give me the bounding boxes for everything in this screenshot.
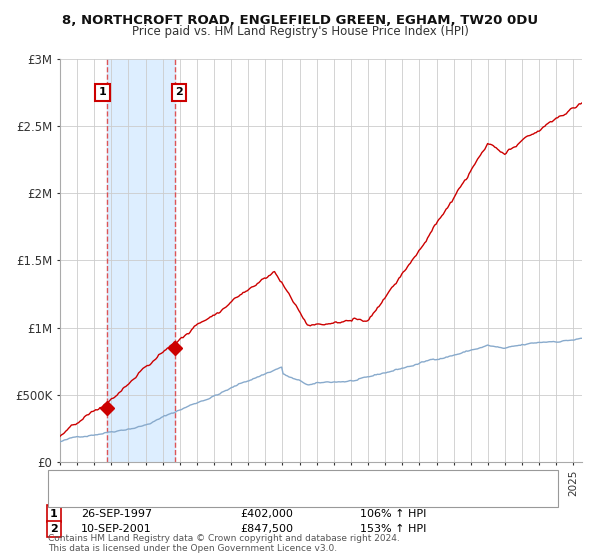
Text: 2: 2	[175, 87, 183, 97]
Text: 10-SEP-2001: 10-SEP-2001	[81, 524, 152, 534]
Text: £402,000: £402,000	[240, 508, 293, 519]
Bar	[107, 59, 175, 462]
Text: 8, NORTHCROFT ROAD, ENGLEFIELD GREEN, EGHAM, TW20 0DU (detached house): 8, NORTHCROFT ROAD, ENGLEFIELD GREEN, EG…	[87, 475, 516, 485]
Text: 1: 1	[50, 508, 58, 519]
Text: £847,500: £847,500	[240, 524, 293, 534]
Text: 26-SEP-1997: 26-SEP-1997	[81, 508, 152, 519]
Text: 8, NORTHCROFT ROAD, ENGLEFIELD GREEN, EGHAM, TW20 0DU: 8, NORTHCROFT ROAD, ENGLEFIELD GREEN, EG…	[62, 14, 538, 27]
Text: Contains HM Land Registry data © Crown copyright and database right 2024.
This d: Contains HM Land Registry data © Crown c…	[48, 534, 400, 553]
Text: 153% ↑ HPI: 153% ↑ HPI	[360, 524, 427, 534]
Text: 1: 1	[99, 87, 106, 97]
Text: 2: 2	[50, 524, 58, 534]
Text: Price paid vs. HM Land Registry's House Price Index (HPI): Price paid vs. HM Land Registry's House …	[131, 25, 469, 38]
Text: HPI: Average price, detached house, Runnymede: HPI: Average price, detached house, Runn…	[87, 492, 342, 502]
Text: 106% ↑ HPI: 106% ↑ HPI	[360, 508, 427, 519]
